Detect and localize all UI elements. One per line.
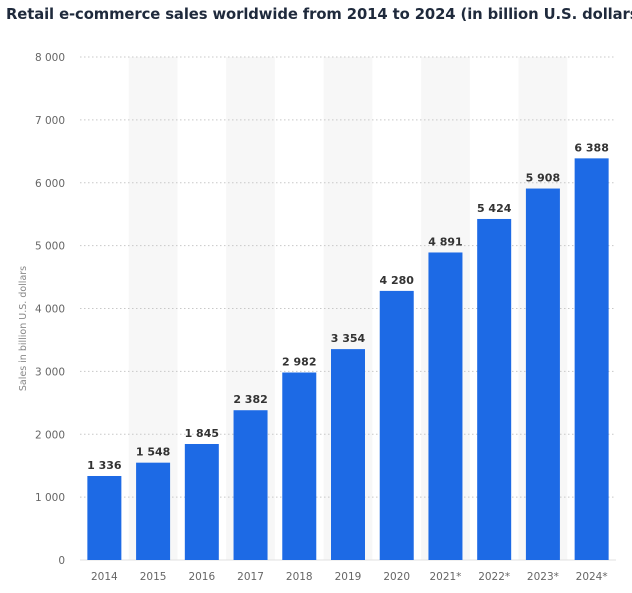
- x-tick-label: 2014: [91, 571, 118, 583]
- bar: [233, 410, 268, 560]
- bar: [331, 349, 365, 560]
- x-tick-label: 2024*: [576, 571, 608, 583]
- x-tick-label: 2016: [188, 571, 215, 583]
- data-label: 4 280: [380, 274, 415, 287]
- bar: [525, 188, 560, 561]
- data-label: 3 354: [331, 332, 366, 345]
- x-tick-label: 2017: [237, 571, 264, 583]
- y-axis-title: Sales in billion U.S. dollars: [18, 266, 29, 391]
- data-label: 2 982: [282, 356, 316, 369]
- x-tick-label: 2021*: [429, 571, 461, 583]
- data-labels: 1 336 1 548 1 845 2 382 2 982 3 354 4 280 4 891…: [87, 141, 609, 472]
- bar: [282, 372, 317, 560]
- y-tick-label: 5 000: [35, 241, 65, 253]
- x-axis-ticks: 2014 2015 2016 2017 2018 2019 2020 2021* 2022* 20…: [91, 571, 608, 583]
- bars: [87, 158, 609, 561]
- x-tick-label: 2018: [286, 571, 313, 583]
- y-tick-label: 8 000: [35, 52, 65, 64]
- data-label: 1 336: [87, 459, 122, 472]
- bar: [428, 252, 463, 560]
- y-tick-label: 3 000: [35, 366, 65, 378]
- data-label: 4 891: [428, 235, 462, 248]
- x-tick-label: 2015: [140, 571, 167, 583]
- bar: [136, 462, 171, 560]
- x-tick-label: 2023*: [527, 571, 559, 583]
- bar: [574, 158, 609, 561]
- y-tick-label: 0: [58, 555, 65, 567]
- x-tick-label: 2020: [383, 571, 410, 583]
- bar: [87, 475, 122, 560]
- bar: [184, 443, 219, 560]
- y-tick-label: 4 000: [35, 304, 65, 316]
- bar: [379, 290, 414, 560]
- x-tick-label: 2019: [335, 571, 362, 583]
- y-axis-ticks: 0 1 000 2 000 3 000 4 000 5 000 6 000 7 000 8 00…: [35, 52, 65, 567]
- y-tick-label: 6 000: [35, 178, 65, 190]
- bar: [477, 218, 512, 560]
- data-label: 1 548: [136, 446, 170, 459]
- data-label: 6 388: [574, 141, 608, 154]
- y-tick-label: 1 000: [35, 492, 65, 504]
- y-tick-label: 7 000: [35, 115, 65, 127]
- data-label: 5 424: [477, 202, 512, 215]
- data-label: 2 382: [233, 393, 267, 406]
- data-label: 5 908: [526, 172, 560, 185]
- x-tick-label: 2022*: [478, 571, 510, 583]
- data-label: 1 845: [185, 427, 219, 440]
- y-tick-label: 2 000: [35, 429, 65, 441]
- chart-title: Retail e-commerce sales worldwide from 2…: [6, 6, 632, 23]
